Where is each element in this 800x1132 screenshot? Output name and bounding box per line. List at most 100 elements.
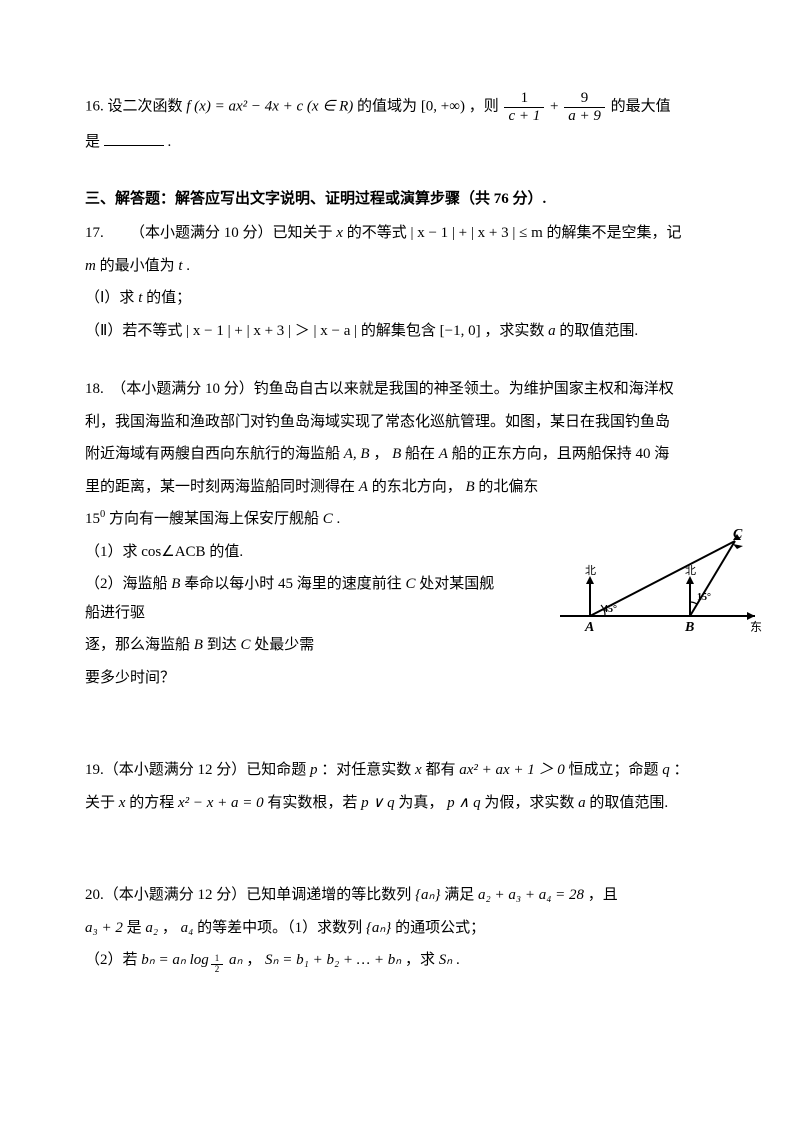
q19-l2e: 为假，求实数 [484, 795, 578, 811]
q16-l2end: . [168, 134, 172, 150]
east-label: 东 [750, 620, 762, 634]
question-17-line2: m 的最小值为 t . [85, 252, 715, 281]
q18-l4B: B [465, 479, 474, 495]
q18-15: 15 [85, 511, 100, 527]
q17-p2d: 的取值范围. [559, 323, 638, 339]
q18-l7c: 海里的速度前往 [297, 576, 406, 592]
q18-l8B: B [194, 637, 203, 653]
q18-l7B: B [171, 576, 180, 592]
answer-blank [104, 132, 164, 147]
q20-bn-tail: aₙ [225, 952, 242, 968]
q18-l4b: 的东北方向， [372, 479, 462, 495]
q20-l2h: 的通项公式； [395, 920, 485, 936]
q16-l2a: 是 [85, 134, 100, 150]
q19-x: x [415, 762, 422, 778]
q19-eq: x² − x + a = 0 [178, 795, 264, 811]
q18-40: 40 [635, 446, 650, 462]
q18-l8a: 逐，那么海监船 [85, 637, 194, 653]
q19-l2a: 关于 [85, 795, 119, 811]
q18-cos: cos∠ACB [141, 544, 205, 560]
q16-frac1-den: c + 1 [504, 108, 544, 125]
q20-l3d: . [456, 952, 460, 968]
q19-l2x: x [119, 795, 126, 811]
q16-text: 16. 设二次函数 [85, 98, 186, 114]
q17-intro-a: 17. （本小题满分 10 分）已知关于 [85, 225, 336, 241]
q18-l4c: 的北偏东 [478, 479, 538, 495]
q17-l2d: . [186, 258, 190, 274]
q17-p2c: ，求实数 [484, 323, 548, 339]
q16-mid2: ，则 [469, 98, 503, 114]
question-18-l9: 要多少时间？ [85, 664, 715, 693]
q18-l3a: 附近海域有两艘自西向东航行的海监船 [85, 446, 344, 462]
q20-halfbase: 12 [211, 954, 224, 975]
q16-frac2-num: 9 [564, 90, 605, 108]
question-20-l2: a₃ + 2 是 a₂ ， a₄ 的等差中项。（1）求数列 {aₙ} 的通项公式… [85, 914, 715, 943]
q18-l8b: 到达 [207, 637, 241, 653]
q20-l2a: a₃ + 2 [85, 920, 123, 936]
question-18-l4: 里的距离，某一时刻两海监船同时测得在 A 的东北方向， B 的北偏东 [85, 473, 715, 502]
question-16-line2: 是 . [85, 128, 715, 157]
q19-l1c: 都有 [425, 762, 459, 778]
q20-sn2: Sₙ [439, 952, 452, 968]
angle-45: 45° [603, 604, 617, 615]
question-18-l6: （1）求 cos∠ACB 的值. [85, 538, 505, 567]
q19-l1d: 恒成立；命题 [569, 762, 663, 778]
question-19-l1: 19.（本小题满分 12 分）已知命题 p ：对任意实数 x 都有 ax² + … [85, 756, 715, 785]
diagram-svg: A B 北 北 东 C 45° 15° [555, 526, 765, 636]
q19-or: p ∨ q [361, 795, 394, 811]
q17-intro-c: 的解集不是空集，记 [547, 225, 682, 241]
q20-l2e: a₄ [181, 920, 194, 936]
q18-l3B: B [392, 446, 401, 462]
q17-t: t [178, 258, 182, 274]
question-20-l1: 20.（本小题满分 12 分）已知单调递增的等比数列 {aₙ} 满足 a₂ + … [85, 881, 715, 910]
q18-l5C: C [323, 511, 333, 527]
q18-l5c: . [337, 511, 341, 527]
spacer [85, 349, 715, 375]
q17-l2b: 的最小值为 [100, 258, 179, 274]
question-18-l2: 利，我国海监和渔政部门对钓鱼岛海域实现了常态化巡航管理。如图，某日在我国钓鱼岛 [85, 408, 715, 437]
q16-frac2-den: a + 9 [564, 108, 605, 125]
q18-deg: 0 [100, 509, 105, 520]
q20-bn: bₙ = aₙ log [141, 952, 209, 968]
q18-l3c: 船在 [405, 446, 439, 462]
q19-and: p ∧ q [447, 795, 480, 811]
q20-l2b: 是 [127, 920, 146, 936]
q16-func: f (x) = ax² − 4x + c (x ∈ R) [186, 98, 353, 114]
q19-ineq: ax² + ax + 1 ＞ 0 [459, 762, 565, 778]
q17-p2avar: a [548, 323, 556, 339]
q19-l2d: 为真， [398, 795, 443, 811]
q18-l3d: 船的正东方向，且两船保持 [452, 446, 636, 462]
q18-l3e: 海 [654, 446, 669, 462]
question-17-part2: （Ⅱ）若不等式 | x − 1 | + | x + 3 | ＞ | x − a … [85, 317, 715, 346]
q19-l2f: 的取值范围. [589, 795, 668, 811]
q20-l2d: ， [162, 920, 177, 936]
q17-p1t: t [138, 290, 142, 306]
question-18-l7: （2）海监船 B 奉命以每小时 45 海里的速度前往 C 处对某国舰船进行驱 [85, 570, 505, 627]
q20-l3b: ， [246, 952, 261, 968]
q18-figure: A B 北 北 东 C 45° 15° [555, 526, 765, 636]
q17-intro-b: 的不等式 [347, 225, 411, 241]
question-20-l3: （2）若 bₙ = aₙ log12 aₙ ， Sₙ = b₁ + b₂ + …… [85, 946, 715, 975]
q20-l2g: {aₙ} [366, 920, 391, 936]
q18-l6a: （1）求 [85, 544, 141, 560]
q20-l2f: 的等差中项。（1）求数列 [197, 920, 366, 936]
north-left: 北 [585, 564, 596, 577]
q19-l1a: 19.（本小题满分 12 分）已知命题 [85, 762, 310, 778]
q19-q: q [662, 762, 670, 778]
question-18-l1: 18. （本小题满分 10 分）钓鱼岛自古以来就是我国的神圣领土。为维护国家主权… [85, 375, 715, 404]
q17-p1a: （Ⅰ）求 [85, 290, 138, 306]
question-19-l2: 关于 x 的方程 x² − x + a = 0 有实数根，若 p ∨ q 为真，… [85, 789, 715, 818]
q16-frac2: 9 a + 9 [564, 90, 605, 124]
q18-l8C: C [240, 637, 250, 653]
q19-l2c: 有实数根，若 [267, 795, 361, 811]
spacer [85, 821, 715, 881]
q19-l1e: ： [674, 762, 689, 778]
q16-plus: + [550, 98, 562, 114]
q18-l5b: 方向有一艘某国海上保安厅舰船 [109, 511, 323, 527]
q20-l3a: （2）若 [85, 952, 141, 968]
angle-15: 15° [697, 592, 711, 603]
label-B: B [684, 620, 694, 635]
question-18-l5: 150 方向有一艘某国海上保安厅舰船 C . [85, 505, 505, 534]
q18-l7a: （2）海监船 [85, 576, 171, 592]
q17-p2b: 的解集包含 [361, 323, 440, 339]
